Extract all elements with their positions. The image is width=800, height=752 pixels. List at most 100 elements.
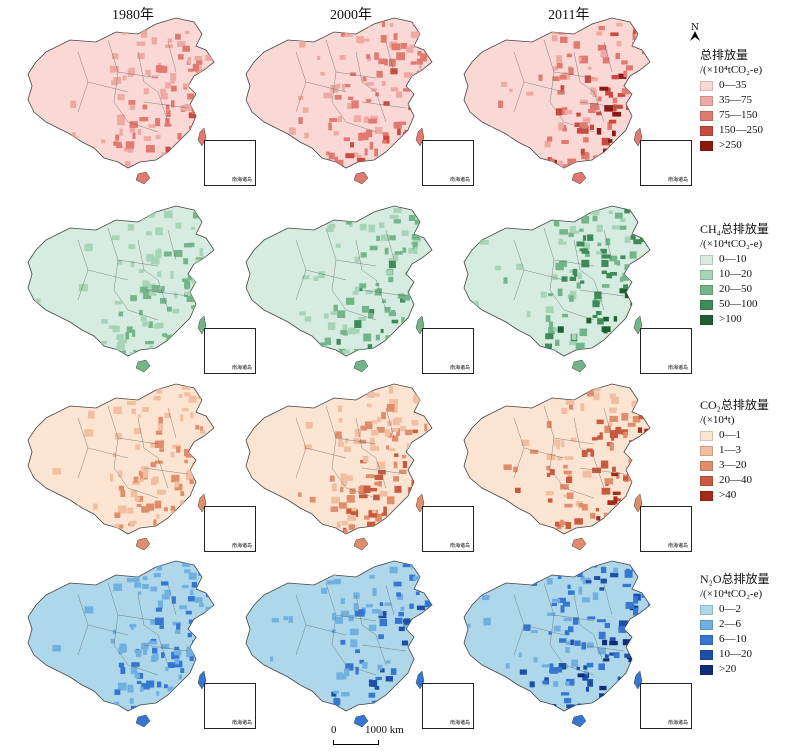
legend-unit: /(×10⁴tCO₂-e) (700, 64, 763, 76)
province-boundaries (77, 39, 189, 133)
country-outline (245, 205, 433, 357)
legend-item: >250 (700, 138, 800, 153)
legend-range: 10—20 (719, 268, 752, 280)
province-boundaries (513, 582, 625, 676)
legend-range: 150—250 (719, 124, 763, 136)
legend-range: 0—10 (719, 253, 747, 265)
hainan-island (135, 537, 151, 551)
map-1-1 (236, 200, 456, 380)
scale-zero: 0 (331, 724, 337, 736)
map-2-1 (236, 378, 456, 558)
legend-item: >20 (700, 662, 800, 677)
legend-item: 0—2 (700, 602, 800, 617)
hainan-island (353, 171, 369, 185)
inset-label: 南海诸岛 (449, 177, 470, 183)
china-map-svg (463, 205, 651, 373)
legend-range: 10—20 (719, 648, 752, 660)
legend-range: 35—75 (719, 94, 752, 106)
south-china-sea-inset: 南海诸岛 (640, 506, 692, 552)
legend-range: >40 (719, 489, 737, 501)
china-map-svg (27, 560, 215, 728)
scale-km: 1000 km (365, 724, 404, 736)
legend-swatch (700, 110, 713, 121)
legend-range: >100 (719, 313, 742, 325)
china-map-svg (27, 205, 215, 373)
hainan-island (571, 359, 587, 373)
legend-swatch (700, 445, 713, 456)
legend-range: 20—40 (719, 474, 752, 486)
legend-0: 总排放量 /(×10⁴tCO₂-e) 0—35 35—75 75—150 150—250 >… (700, 48, 800, 153)
legend-swatch (700, 125, 713, 136)
hainan-island (135, 359, 151, 373)
hainan-island (353, 359, 369, 373)
legend-3: N₂O总排放量 /(×10⁴tCO₂-e) 0—2 2—6 6—10 10—20 >20 (700, 572, 800, 677)
province-boundaries (77, 227, 189, 321)
province-boundaries (77, 405, 189, 499)
legend-item: 3—20 (700, 458, 800, 473)
map-1-0 (18, 200, 238, 380)
legend-item: 1—3 (700, 443, 800, 458)
year-2000-title: 2000年 (330, 8, 372, 23)
country-outline (463, 383, 651, 535)
inset-label: 南海诸岛 (449, 543, 470, 549)
province-boundaries (295, 582, 407, 676)
legend-swatch (700, 95, 713, 106)
inset-label: 南海诸岛 (231, 177, 252, 183)
legend-range: 3—20 (719, 459, 747, 471)
legend-swatch (700, 299, 713, 310)
inset-label: 南海诸岛 (231, 543, 252, 549)
hainan-island (353, 537, 369, 551)
legend-unit: /(×10⁴tCO₂-e) (700, 238, 763, 250)
map-2-0 (18, 378, 238, 558)
legend-range: >20 (719, 663, 737, 675)
legend-title: N₂O总排放量 (700, 572, 770, 586)
legend-unit: /(×10⁴tCO₂-e) (700, 588, 763, 600)
legend-swatch (700, 664, 713, 675)
legend-1: CH₄总排放量 /(×10⁴tCO₂-e) 0—10 10—20 20—50 50—100… (700, 222, 800, 327)
map-3-1 (236, 555, 456, 735)
country-outline (245, 560, 433, 712)
province-boundaries (513, 405, 625, 499)
province-boundaries (295, 39, 407, 133)
province-boundaries (513, 227, 625, 321)
legend-swatch (700, 269, 713, 280)
legend-swatch (700, 284, 713, 295)
legend-range: 50—100 (719, 298, 758, 310)
country-outline (463, 560, 651, 712)
china-map-svg (245, 383, 433, 551)
china-map-svg (27, 17, 215, 185)
china-map-svg (27, 383, 215, 551)
legend-swatch (700, 634, 713, 645)
legend-swatch (700, 80, 713, 91)
legend-range: 0—35 (719, 79, 747, 91)
legend-title: 总排放量 (700, 48, 749, 62)
hainan-island (135, 714, 151, 728)
province-boundaries (513, 39, 625, 133)
legend-swatch (700, 604, 713, 615)
legend-item: 0—35 (700, 78, 800, 93)
legend-item: 6—10 (700, 632, 800, 647)
map-3-0 (18, 555, 238, 735)
legend-item: 10—20 (700, 267, 800, 282)
legend-item: 0—10 (700, 252, 800, 267)
legend-title: CH₄总排放量 (700, 222, 769, 236)
china-map-svg (463, 17, 651, 185)
south-china-sea-inset: 南海诸岛 (422, 506, 474, 552)
inset-label: 南海诸岛 (667, 365, 688, 371)
inset-label: 南海诸岛 (231, 365, 252, 371)
legend-swatch (700, 314, 713, 325)
legend-title: CO₂总排放量 (700, 398, 769, 412)
province-boundaries (77, 582, 189, 676)
legend-range: 1—3 (719, 444, 741, 456)
legend-2: CO₂总排放量 /(×10⁴t) 0—1 1—3 3—20 20—40 >40 (700, 398, 800, 503)
south-china-sea-inset: 南海诸岛 (204, 506, 256, 552)
legend-item: 2—6 (700, 617, 800, 632)
legend-item: 20—40 (700, 473, 800, 488)
legend-swatch (700, 460, 713, 471)
south-china-sea-inset: 南海诸岛 (640, 683, 692, 729)
china-map-svg (245, 17, 433, 185)
legend-unit: /(×10⁴t) (700, 414, 735, 426)
legend-item: >100 (700, 312, 800, 327)
south-china-sea-inset: 南海诸岛 (422, 140, 474, 186)
inset-label: 南海诸岛 (449, 720, 470, 726)
